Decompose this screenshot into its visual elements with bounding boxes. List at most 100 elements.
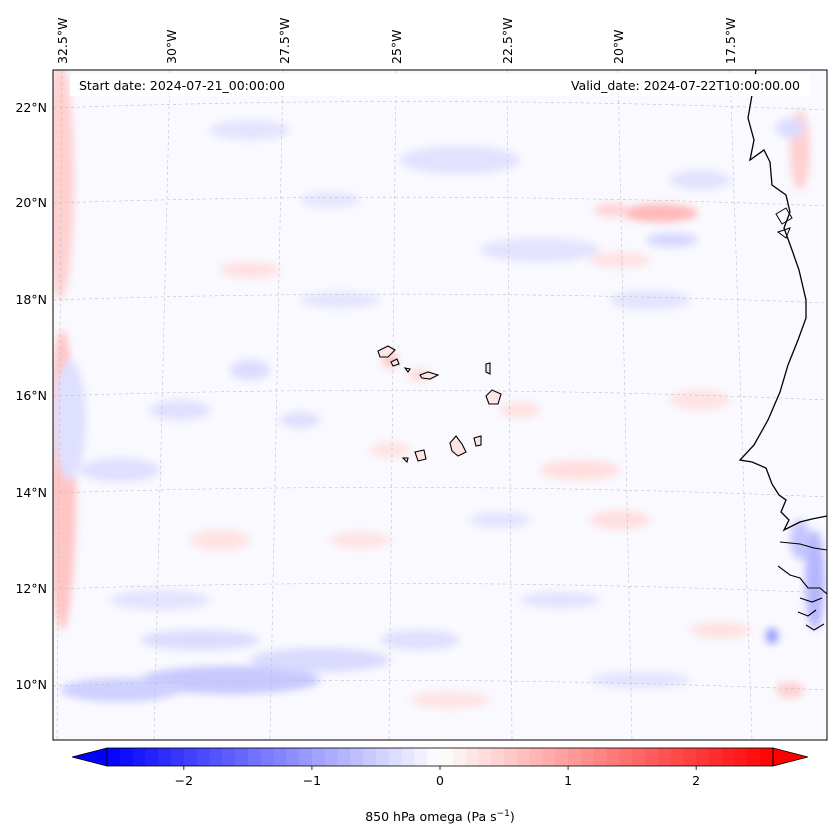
lat-label: 12°N (15, 581, 47, 596)
omega-anomaly (480, 238, 600, 262)
colorbar-step (606, 748, 620, 766)
colorbar-step (734, 748, 748, 766)
colorbar-step (196, 748, 210, 766)
colorbar-low-extend (71, 747, 108, 767)
island-boa-vista (485, 389, 502, 405)
colorbar-tick-label: 1 (564, 773, 572, 788)
colorbar-step (452, 748, 467, 766)
meridian-line (729, 70, 753, 740)
colorbar-tick-label: −2 (175, 773, 193, 788)
colorbar-tick-label: 2 (692, 773, 700, 788)
island-maio (473, 435, 482, 447)
colorbar-step (542, 748, 556, 766)
omega-anomaly (670, 170, 730, 190)
colorbar-step (107, 748, 121, 766)
omega-anomaly (766, 628, 778, 644)
meridian-line (617, 70, 633, 740)
omega-anomaly (670, 390, 730, 410)
meridian-line (153, 70, 171, 740)
header-band (70, 74, 810, 96)
colorbar-step (632, 748, 646, 766)
omega-anomaly (776, 682, 804, 698)
meridian-line (388, 70, 397, 740)
omega-anomaly (470, 512, 530, 528)
colorbar-steps (107, 748, 774, 766)
omega-anomaly (610, 290, 690, 310)
colorbar-tick-label: 0 (436, 773, 444, 788)
lat-label: 22°N (15, 100, 47, 115)
colorbar-step (183, 748, 198, 766)
omega-anomaly (380, 630, 460, 650)
colorbar-step (619, 748, 633, 766)
meridian-line (269, 70, 284, 740)
omega-anomaly (54, 360, 86, 480)
colorbar-step (696, 748, 710, 766)
colorbar-high-extend (772, 747, 809, 767)
omega-anomaly (80, 458, 160, 482)
colorbar-step (670, 748, 684, 766)
omega-anomaly (776, 118, 804, 138)
omega-field (53, 70, 825, 708)
colorbar-step (478, 748, 492, 766)
colorbar-step (375, 748, 390, 766)
colorbar-step (132, 748, 146, 766)
colorbar-step (465, 748, 479, 766)
colorbar-label: 850 hPa omega (Pa s−1) (365, 809, 515, 824)
gambia-coast (777, 541, 827, 631)
omega-anomaly (520, 592, 600, 608)
colorbar-step (260, 748, 274, 766)
lat-label: 16°N (15, 388, 47, 403)
lon-label: 17.5°W (723, 18, 738, 64)
omega-anomaly (790, 520, 810, 560)
parallel-line (53, 680, 827, 691)
colorbar-step (504, 748, 518, 766)
lon-label: 30°W (164, 29, 179, 64)
colorbar-ticks: −2 −1 0 1 2 (175, 766, 700, 788)
meridian-line (506, 70, 513, 740)
colorbar-step (235, 748, 249, 766)
colorbar-step (440, 748, 454, 766)
lon-label: 22.5°W (500, 18, 515, 64)
coast-inlet (775, 207, 793, 239)
island-brava (401, 457, 409, 464)
colorbar-step (273, 748, 287, 766)
omega-anomaly (140, 630, 260, 650)
omega-anomaly (500, 402, 540, 418)
colorbar-step (721, 748, 736, 766)
omega-anomaly (220, 262, 280, 278)
colorbar-step (491, 748, 505, 766)
island-santo-antao (377, 345, 396, 358)
colorbar-step (247, 748, 262, 766)
colorbar-step (516, 748, 531, 766)
island-sao-nicolau (419, 371, 440, 380)
colorbar-step (363, 748, 377, 766)
omega-anomaly (370, 442, 410, 458)
island-fogo (414, 449, 427, 462)
omega-anomaly (622, 204, 698, 222)
colorbar-step (324, 748, 339, 766)
colorbar-step (222, 748, 236, 766)
omega-anomaly (150, 400, 210, 420)
colorbar-step (145, 748, 159, 766)
colorbar-step (568, 748, 582, 766)
omega-anomaly (590, 510, 650, 530)
colorbar-step (529, 748, 543, 766)
lat-label: 10°N (15, 677, 47, 692)
omega-anomaly (540, 460, 620, 480)
omega-anomaly (230, 360, 270, 380)
gridlines (53, 70, 827, 740)
lon-label: 25°W (389, 29, 404, 64)
colorbar-step (593, 748, 607, 766)
colorbar-step (708, 748, 723, 766)
colorbar-step (350, 748, 364, 766)
omega-anomaly (250, 648, 390, 672)
omega-anomaly (300, 192, 360, 208)
omega-anomaly (210, 120, 290, 140)
lat-label: 14°N (15, 485, 47, 500)
colorbar-step (555, 748, 569, 766)
start-date-text: Start date: 2024-07-21_00:00:00 (79, 78, 285, 93)
african-coastline (738, 70, 827, 532)
colorbar-step (209, 748, 223, 766)
map-panel (53, 70, 827, 740)
colorbar-step (683, 748, 697, 766)
